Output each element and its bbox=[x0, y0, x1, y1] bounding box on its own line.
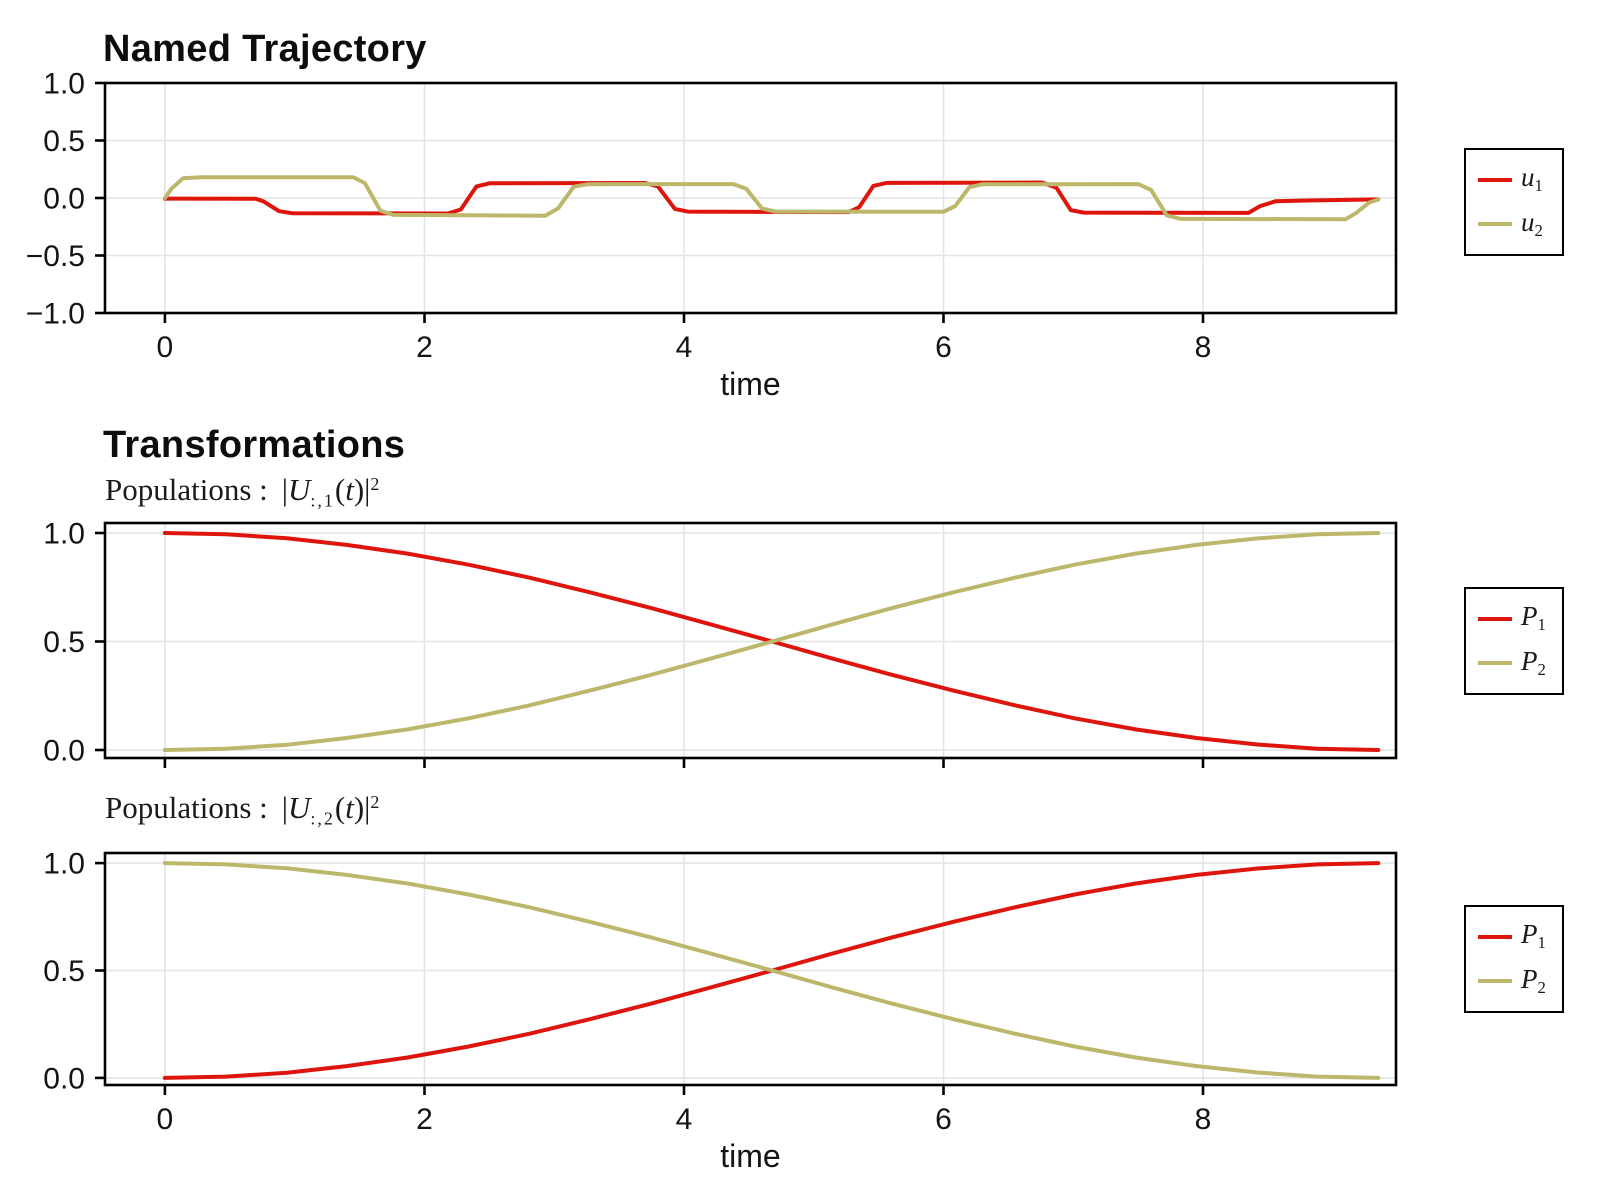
legend-entry: P2 bbox=[1478, 966, 1562, 997]
legend-entry: u1 bbox=[1478, 164, 1562, 195]
panel2-subtitle: Populations : |U:,1(t)|2 bbox=[105, 472, 380, 511]
legend-entry: P2 bbox=[1478, 648, 1562, 679]
legend-entry: u2 bbox=[1478, 209, 1562, 240]
legend-populations-1: P1 P2 bbox=[1464, 587, 1564, 695]
svg-text:6: 6 bbox=[935, 331, 952, 364]
legend-line-sample bbox=[1478, 934, 1512, 939]
legend-label: P2 bbox=[1521, 646, 1546, 680]
svg-text:2: 2 bbox=[416, 331, 433, 364]
legend-entry: P1 bbox=[1478, 603, 1562, 634]
panel1-title: Named Trajectory bbox=[103, 28, 427, 70]
svg-text:0.5: 0.5 bbox=[43, 626, 85, 659]
svg-text:0: 0 bbox=[157, 331, 174, 364]
panel3-subtitle: Populations : |U:,2(t)|2 bbox=[105, 790, 380, 829]
legend-entry: P1 bbox=[1478, 921, 1562, 952]
legend-line-sample bbox=[1478, 616, 1512, 621]
svg-text:8: 8 bbox=[1195, 331, 1212, 364]
svg-text:−1.0: −1.0 bbox=[26, 298, 85, 331]
legend-label: u2 bbox=[1521, 207, 1543, 241]
svg-text:1.0: 1.0 bbox=[43, 70, 85, 101]
svg-text:0: 0 bbox=[157, 1103, 174, 1136]
legend-line-sample bbox=[1478, 177, 1512, 182]
svg-text:time: time bbox=[720, 1138, 780, 1174]
legend-line-sample bbox=[1478, 979, 1512, 984]
svg-text:1.0: 1.0 bbox=[43, 518, 85, 551]
legend-controls: u1 u2 bbox=[1464, 148, 1564, 256]
legend-label: u1 bbox=[1521, 162, 1543, 196]
svg-text:−0.5: −0.5 bbox=[26, 240, 85, 273]
svg-text:0.5: 0.5 bbox=[43, 125, 85, 158]
legend-line-sample bbox=[1478, 661, 1512, 666]
svg-text:1.0: 1.0 bbox=[43, 848, 85, 881]
svg-text:8: 8 bbox=[1195, 1103, 1212, 1136]
populations-col1-plot: 1.0 0.5 0.0 bbox=[43, 518, 1398, 768]
legend-label: P1 bbox=[1521, 601, 1546, 635]
svg-text:0.0: 0.0 bbox=[43, 183, 85, 216]
svg-text:0.5: 0.5 bbox=[43, 955, 85, 988]
svg-text:6: 6 bbox=[935, 1103, 952, 1136]
legend-populations-2: P1 P2 bbox=[1464, 905, 1564, 1013]
named-trajectory-plot: 1.0 0.5 0.0 −0.5 −1.0 0 2 4 6 8 time bbox=[26, 70, 1398, 402]
populations-col2-plot: 1.0 0.5 0.0 0 2 4 6 8 time bbox=[43, 848, 1398, 1174]
svg-text:4: 4 bbox=[676, 331, 693, 364]
svg-text:time: time bbox=[720, 366, 780, 402]
legend-line-sample bbox=[1478, 222, 1512, 227]
panel2-title: Transformations bbox=[103, 424, 406, 466]
svg-text:2: 2 bbox=[416, 1103, 433, 1136]
legend-label: P1 bbox=[1521, 919, 1546, 953]
svg-text:4: 4 bbox=[676, 1103, 693, 1136]
legend-label: P2 bbox=[1521, 964, 1546, 998]
svg-text:0.0: 0.0 bbox=[43, 1062, 85, 1095]
svg-text:0.0: 0.0 bbox=[43, 735, 85, 768]
